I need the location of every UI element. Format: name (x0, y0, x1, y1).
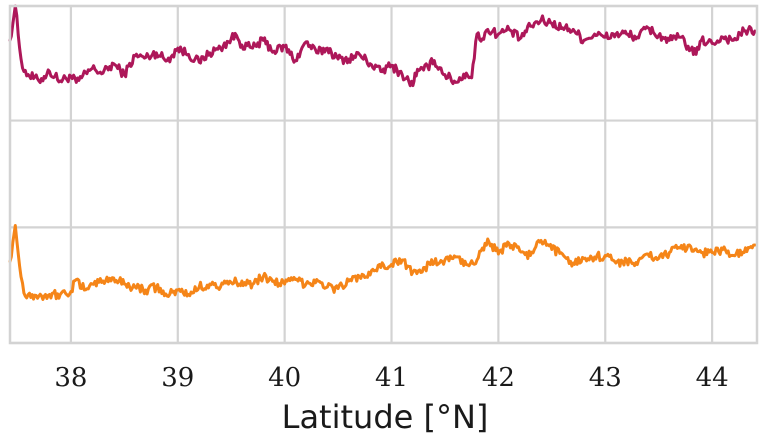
x-tick-label: 41 (375, 363, 408, 393)
x-tick-label: 42 (482, 363, 515, 393)
x-tick-label: 43 (589, 363, 622, 393)
series-line-2 (8, 224, 757, 301)
x-axis-title: Latitude [°N] (282, 398, 489, 436)
series-layer (8, 4, 757, 301)
x-tick-label: 40 (268, 363, 301, 393)
vertical-grid (69, 6, 714, 343)
plot-frame (8, 4, 759, 345)
x-tick-label: 39 (161, 363, 194, 393)
x-tick-label: 44 (696, 363, 729, 393)
x-tick-label: 38 (54, 363, 87, 393)
x-tick-labels: 38 39 40 41 42 43 44 (54, 363, 728, 393)
horizontal-grid (10, 4, 757, 345)
series-line-1 (8, 4, 757, 88)
